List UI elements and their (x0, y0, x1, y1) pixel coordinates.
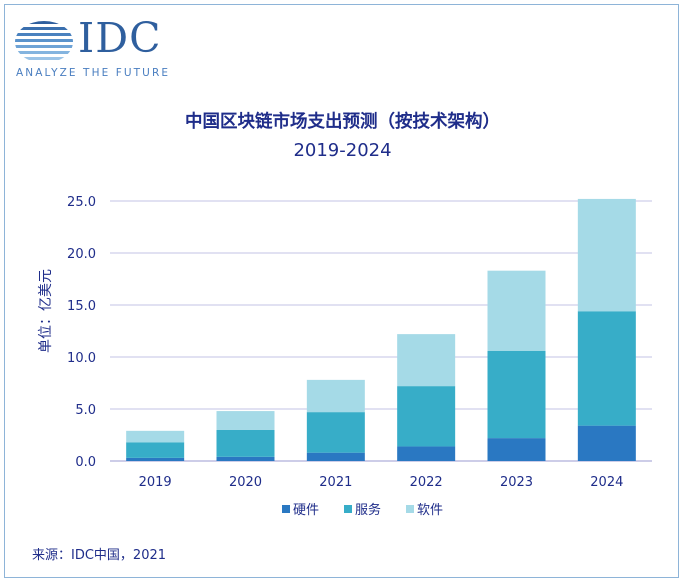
y-tick-label: 0.0 (75, 455, 96, 470)
bar-硬件-2023 (487, 438, 546, 461)
y-axis-label: 单位：亿美元 (38, 269, 54, 353)
y-tick-label: 25.0 (67, 195, 96, 210)
bar-硬件-2019 (126, 457, 185, 461)
bar-软件-2024 (577, 198, 636, 312)
legend-label: 服务 (355, 502, 381, 518)
x-tick-label: 2020 (229, 475, 262, 490)
chart-subtitle: 2019-2024 (293, 140, 392, 161)
bar-软件-2023 (487, 270, 546, 351)
x-tick-label: 2024 (590, 475, 623, 490)
legend-swatch (406, 505, 414, 513)
y-tick-label: 15.0 (67, 299, 96, 314)
bar-软件-2021 (306, 379, 365, 413)
legend-label: 软件 (417, 503, 443, 518)
x-tick-label: 2021 (319, 475, 352, 490)
source-note: 来源：IDC中国，2021 (32, 548, 167, 563)
bar-软件-2022 (397, 334, 456, 387)
y-tick-label: 5.0 (75, 403, 96, 418)
chart-frame (4, 4, 679, 578)
globe-icon (15, 21, 73, 63)
legend-swatch (344, 505, 352, 513)
bar-软件-2019 (126, 430, 185, 443)
legend-label: 硬件 (293, 503, 319, 518)
bar-chart: 0.0 5.0 10.0 15.0 20.0 25.0 单位：亿美元 2019 2020 2021… (38, 195, 652, 518)
legend-swatch (282, 505, 290, 513)
bar-硬件-2024 (577, 425, 636, 461)
chart-title: 中国区块链市场支出预测（按技术架构） (185, 112, 500, 132)
bar-服务-2020 (216, 429, 275, 457)
x-tick-label: 2023 (500, 475, 533, 490)
bar-服务-2024 (577, 311, 636, 426)
logo-tagline: ANALYZE THE FUTURE (16, 67, 171, 79)
bar-服务-2021 (306, 412, 365, 453)
bar-服务-2022 (397, 386, 456, 447)
bar-硬件-2020 (216, 456, 275, 461)
idc-logo: IDC ANALYZE THE FUTURE (14, 14, 184, 82)
bar-硬件-2022 (397, 446, 456, 461)
bar-硬件-2021 (306, 452, 365, 461)
bar-服务-2019 (126, 442, 185, 458)
bar-服务-2023 (487, 350, 546, 439)
bar-软件-2020 (216, 411, 275, 430)
y-tick-label: 10.0 (67, 351, 96, 366)
x-tick-label: 2019 (139, 475, 172, 490)
logo-wordmark: IDC (78, 14, 162, 62)
x-tick-label: 2022 (410, 475, 443, 490)
y-tick-label: 20.0 (67, 247, 96, 262)
